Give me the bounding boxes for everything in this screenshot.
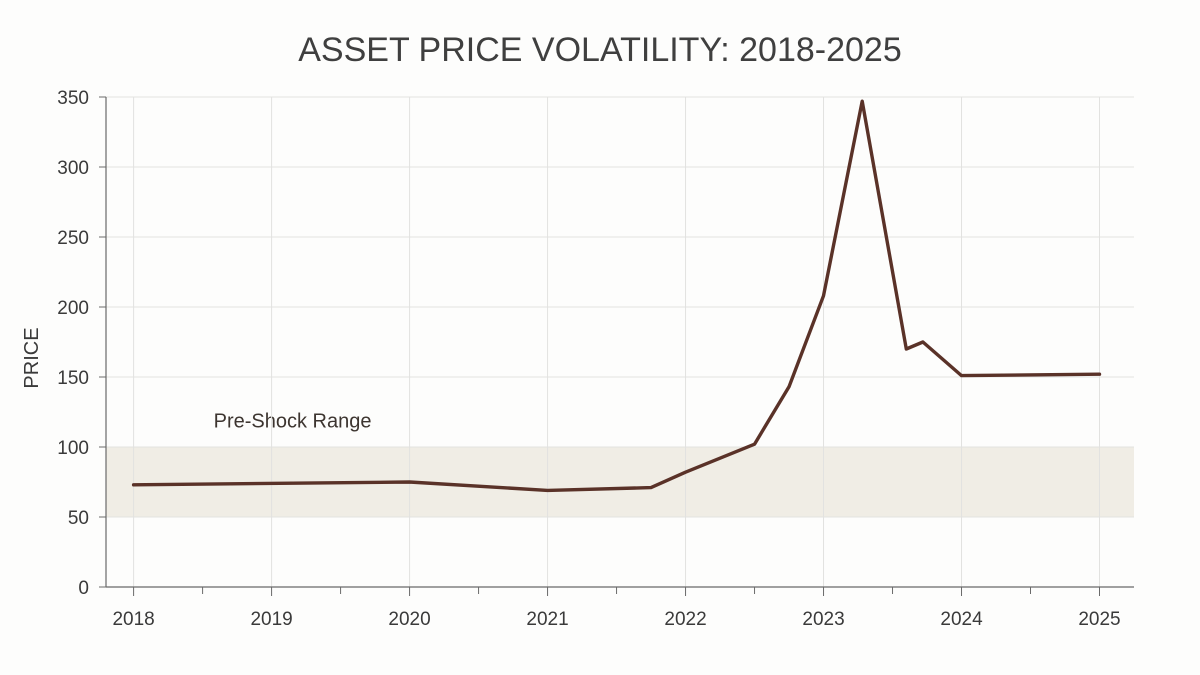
x-tick-label-2018: 2018 — [112, 609, 154, 630]
y-tick-label-350: 350 — [57, 88, 89, 109]
series-layer — [131, 99, 1102, 493]
y-tick-label-100: 100 — [57, 438, 89, 459]
y-tick-label-250: 250 — [57, 228, 89, 249]
pre-shock-band-label: Pre-Shock Range — [214, 410, 372, 432]
y-tick-label-200: 200 — [57, 298, 89, 319]
y-axis-label: PRICE — [21, 327, 43, 388]
y-tick-label-50: 50 — [68, 508, 89, 529]
chart-title: ASSET PRICE VOLATILITY: 2018-2025 — [298, 31, 901, 69]
price-series-line — [131, 99, 1102, 493]
x-tick-label-2020: 2020 — [388, 609, 430, 630]
y-tick-label-0: 0 — [78, 578, 89, 599]
tick-label-layer: 0 50 100 150 200 250 300 350 2018 2019 2020 2021 202… — [57, 88, 1120, 630]
x-tick-label-2025: 2025 — [1078, 609, 1120, 630]
y-tick-label-150: 150 — [57, 368, 89, 389]
x-tick-label-2023: 2023 — [802, 609, 844, 630]
x-tick-label-2022: 2022 — [664, 609, 706, 630]
x-tick-label-2019: 2019 — [250, 609, 292, 630]
y-tick-label-300: 300 — [57, 158, 89, 179]
x-tick-label-2021: 2021 — [526, 609, 568, 630]
axis-layer — [99, 96, 1134, 596]
x-tick-label-2024: 2024 — [940, 609, 983, 630]
